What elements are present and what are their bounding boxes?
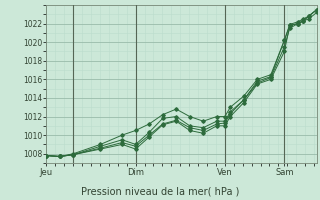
Text: Pression niveau de la mer( hPa ): Pression niveau de la mer( hPa ) [81, 186, 239, 196]
